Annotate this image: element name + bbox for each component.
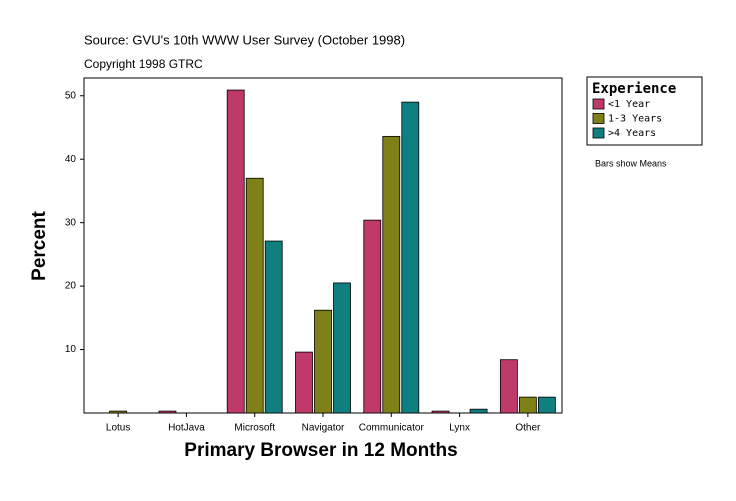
y-tick-label: 40 <box>65 154 77 165</box>
y-axis-label: Percent <box>29 210 50 280</box>
bar <box>499 359 518 414</box>
bar <box>158 410 177 414</box>
y-tick-label: 20 <box>65 281 77 292</box>
x-tick-label: Communicator <box>359 423 425 434</box>
chart-subtitle: Copyright 1998 GTRC <box>84 57 203 71</box>
bar <box>109 410 128 414</box>
bar <box>401 101 420 414</box>
y-tick-label: 50 <box>65 90 77 101</box>
bar <box>537 396 556 414</box>
legend-swatch <box>592 127 605 139</box>
legend-label: >4 Years <box>608 128 656 139</box>
legend-title: Experience <box>592 81 676 97</box>
note: Bars show Means <box>595 158 667 168</box>
y-tick-label: 30 <box>65 217 77 228</box>
bar <box>518 396 537 414</box>
y-tick-label: 10 <box>65 344 77 355</box>
bar <box>314 309 332 414</box>
chart-title: Source: GVU's 10th WWW User Survey (Octo… <box>84 32 405 47</box>
bar <box>245 177 264 414</box>
legend-label: 1-3 Years <box>608 114 662 125</box>
x-tick-label: Other <box>515 423 541 434</box>
bar <box>382 135 401 414</box>
bar <box>431 410 450 414</box>
legend <box>586 76 703 146</box>
legend-swatch <box>592 98 605 110</box>
bar <box>363 219 382 414</box>
x-tick-label: Lynx <box>449 423 470 434</box>
bar <box>295 351 313 414</box>
bar <box>226 89 245 414</box>
legend-label: <1 Year <box>608 99 650 110</box>
x-axis-label: Primary Browser in 12 Months <box>184 440 457 461</box>
x-tick-label: Lotus <box>106 423 130 434</box>
bar <box>264 240 283 414</box>
bar <box>469 408 488 414</box>
legend-swatch <box>592 113 605 124</box>
x-tick-label: HotJava <box>168 423 205 434</box>
x-tick-label: Microsoft <box>234 423 275 434</box>
bar <box>333 282 351 414</box>
x-tick-label: Navigator <box>302 423 345 434</box>
